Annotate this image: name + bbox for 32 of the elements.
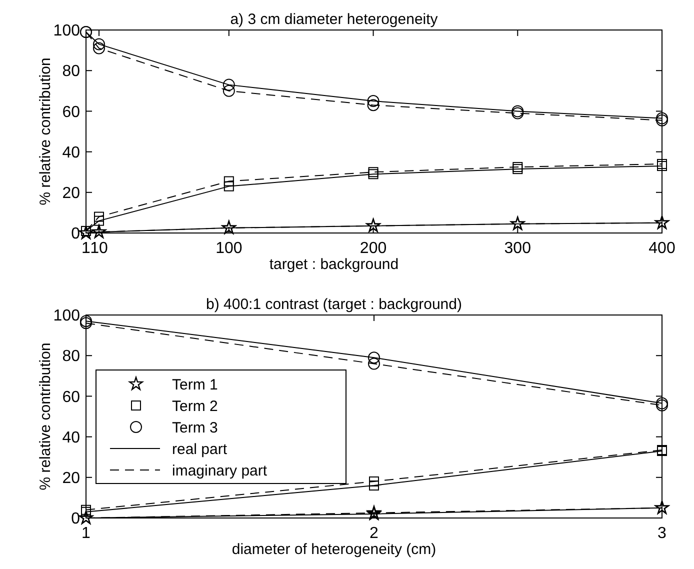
chart-title: b) 400:1 contrast (target : background) [206,296,462,313]
x-tick-label: 400 [648,240,676,257]
x-tick-label: 100 [216,240,242,257]
x-tick-label: 2 [370,525,379,542]
x-axis-title: target : background [269,256,399,273]
x-tick-label: 1 [82,240,91,257]
y-tick-label: 20 [62,185,80,202]
y-tick-label: 0 [71,510,80,528]
legend-label: Term 3 [172,419,218,436]
x-tick-label: 3 [658,525,667,542]
y-axis-title: % relative contribution [37,342,54,490]
y-tick-label: 80 [62,348,80,366]
x-tick-label: 1 [82,525,91,542]
y-tick-label: 60 [62,388,80,406]
x-tick-label: 10 [90,240,108,257]
y-tick-label: 40 [62,429,80,446]
y-tick-label: 20 [62,470,80,487]
x-tick-label: 200 [360,240,387,257]
y-tick-label: 0 [71,226,80,243]
chart-title: a) 3 cm diameter heterogeneity [230,11,438,28]
y-tick-label: 100 [53,308,80,325]
legend-label: Term 1 [172,376,218,394]
x-axis-title: diameter of heterogeneity (cm) [232,541,436,558]
y-axis-title: % relative contribution [37,58,54,206]
y-tick-label: 80 [62,63,80,80]
y-tick-label: 60 [62,104,80,121]
legend-label: Term 2 [172,398,218,415]
y-tick-label: 40 [62,144,80,162]
annotation: real part [172,440,228,458]
y-tick-label: 100 [53,22,80,40]
x-tick-label: 300 [504,240,532,257]
annotation: imaginary part [172,462,268,480]
